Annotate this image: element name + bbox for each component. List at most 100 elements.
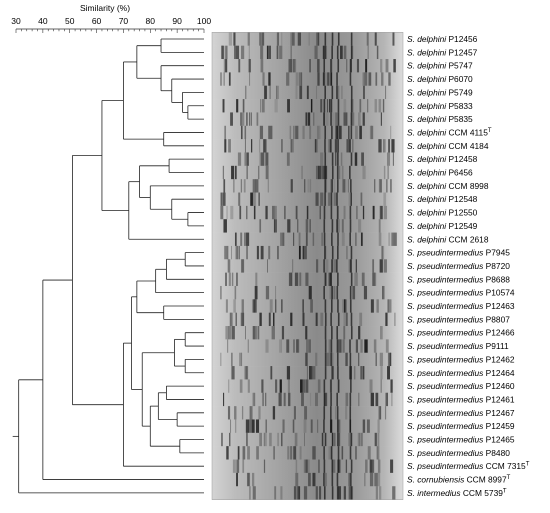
gel-lane	[212, 379, 403, 394]
species-name: S. pseudintermedius	[407, 381, 484, 391]
strain-id: CCM 2618	[446, 234, 489, 244]
strain-label: S. pseudintermedius P12459	[407, 421, 515, 431]
strain-id: P12550	[446, 208, 478, 218]
species-name: S. pseudintermedius	[407, 461, 484, 471]
strain-id: P12462	[483, 354, 515, 364]
strain-id: P8688	[483, 274, 510, 284]
strain-label: S. pseudintermedius P12466	[407, 328, 515, 338]
species-name: S. pseudintermedius	[407, 368, 484, 378]
gel-lane	[212, 125, 403, 140]
tick-label-50: 50	[65, 16, 75, 26]
strain-label: S. pseudintermedius P12464	[407, 368, 515, 378]
species-name: S. delphini	[407, 234, 447, 244]
strain-id: P12463	[483, 301, 515, 311]
type-strain-marker: T	[507, 475, 511, 481]
species-name: S. delphini	[407, 194, 447, 204]
strain-label: S. pseudintermedius P12461	[407, 394, 515, 404]
strain-label: S. delphini P5833	[407, 101, 473, 111]
strain-id: P10574	[483, 288, 515, 298]
species-name: S. pseudintermedius	[407, 354, 484, 364]
strain-id: P12548	[446, 194, 478, 204]
strain-label: S. delphini P12457	[407, 47, 478, 57]
species-name: S. delphini	[407, 154, 447, 164]
strain-id: P12461	[483, 394, 515, 404]
strain-id: P5833	[446, 101, 473, 111]
strain-label: S. delphini CCM 4115T	[407, 127, 492, 137]
gel-lane	[212, 459, 403, 474]
gel-lane	[212, 486, 403, 500]
species-name: S. delphini	[407, 87, 447, 97]
strain-id: P8720	[483, 261, 510, 271]
species-name: S. pseudintermedius	[407, 328, 484, 338]
species-name: S. delphini	[407, 101, 447, 111]
strain-label: S. pseudintermedius P8480	[407, 448, 510, 458]
gel-fingerprint-image	[211, 32, 404, 500]
strain-label: S. pseudintermedius P7945	[407, 248, 510, 258]
gel-lane	[212, 219, 403, 233]
species-name: S. delphini	[407, 168, 447, 178]
strain-label: S. delphini P12549	[407, 221, 478, 231]
strain-label: S. pseudintermedius P12463	[407, 301, 515, 311]
gel-lane	[212, 139, 403, 153]
gel-lane	[212, 285, 403, 300]
strain-id: CCM 4115	[446, 127, 488, 137]
species-name: S. delphini	[407, 141, 447, 151]
strain-label: S. delphini P12550	[407, 208, 478, 218]
strain-id: P12467	[483, 408, 515, 418]
strain-labels: S. delphini P12456 S. delphini P12457 S. d…	[407, 34, 530, 498]
similarity-axis: Similarity (%) 30 40 50 60 70 80 90 100	[11, 3, 211, 33]
strain-label: S. pseudintermedius P12467	[407, 408, 515, 418]
gel-lane	[212, 165, 403, 180]
type-strain-marker: T	[526, 462, 530, 468]
species-name: S. delphini	[407, 74, 447, 84]
strain-id: CCM 4184	[446, 141, 489, 151]
tick-label-30: 30	[11, 16, 21, 26]
strain-label: S. pseudintermedius P12462	[407, 354, 515, 364]
gel-lane	[212, 99, 403, 113]
strain-id: P12456	[446, 34, 478, 44]
gel-frame	[211, 32, 404, 500]
gel-lane	[212, 259, 403, 273]
type-strain-marker: T	[503, 488, 507, 494]
strain-id: CCM 8998	[446, 181, 489, 191]
species-name: S. pseudintermedius	[407, 408, 484, 418]
species-name: S. pseudintermedius	[407, 394, 484, 404]
gel-lane	[212, 366, 403, 380]
strain-id: P7945	[483, 248, 510, 258]
species-name: S. delphini	[407, 208, 447, 218]
tick-label-70: 70	[119, 16, 129, 26]
gel-lane	[212, 45, 403, 60]
tick-label-90: 90	[172, 16, 182, 26]
gel-lane	[212, 32, 403, 46]
gel-lane	[212, 232, 403, 247]
gel-lane	[212, 112, 403, 127]
gel-lane	[212, 392, 403, 407]
strain-id: P9111	[483, 341, 509, 351]
strain-label: S. delphini P5835	[407, 114, 473, 124]
strain-id: P8807	[483, 314, 510, 324]
species-name: S. pseudintermedius	[407, 341, 484, 351]
type-strain-marker: T	[488, 128, 492, 134]
gel-lane	[212, 446, 403, 460]
gel-lane	[212, 419, 403, 434]
species-name: S. pseudintermedius	[407, 314, 484, 324]
gel-lane	[212, 299, 403, 313]
tick-label-60: 60	[92, 16, 102, 26]
species-name: S. pseudintermedius	[407, 301, 484, 311]
strain-id: CCM 5739	[461, 488, 504, 498]
strain-label: S. delphini CCM 4184	[407, 141, 489, 151]
gel-lane	[212, 192, 403, 207]
species-name: S. delphini	[407, 61, 447, 71]
gel-lane	[212, 59, 403, 73]
species-name: S. pseudintermedius	[407, 448, 484, 458]
species-name: S. pseudintermedius	[407, 288, 484, 298]
gel-lane	[212, 352, 403, 367]
species-name: S. pseudintermedius	[407, 274, 484, 284]
gel-lane	[212, 152, 403, 167]
strain-label: S. pseudintermedius P8807	[407, 314, 510, 324]
strain-label: S. delphini P6070	[407, 74, 473, 84]
strain-label: S. delphini P12548	[407, 194, 478, 204]
species-name: S. cornubiensis	[407, 475, 465, 485]
tick-label-80: 80	[146, 16, 156, 26]
strain-id: P12459	[483, 421, 515, 431]
